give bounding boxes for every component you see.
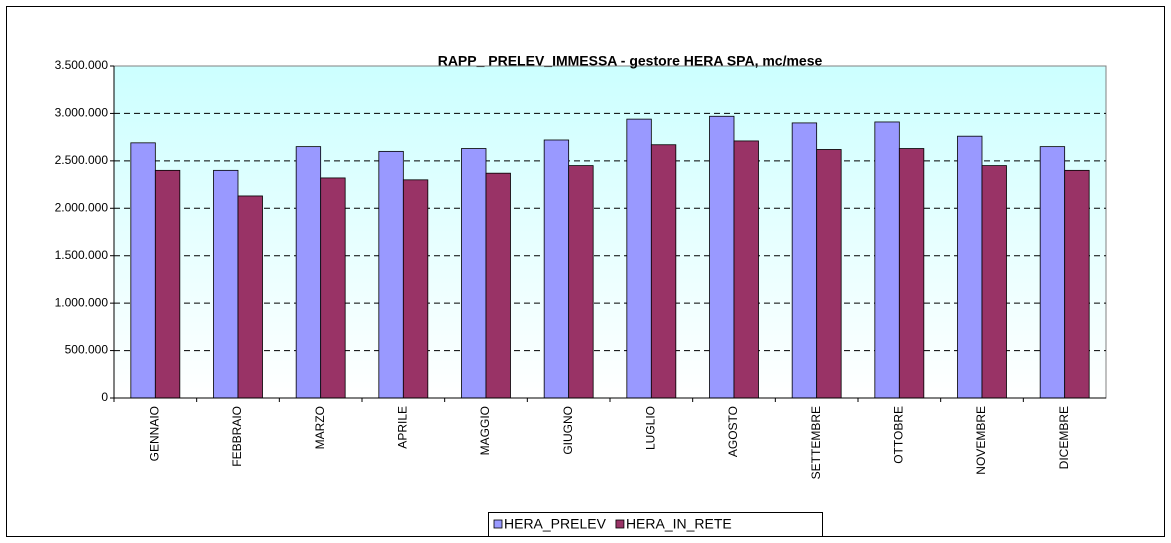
bar bbox=[461, 148, 487, 399]
bar bbox=[378, 150, 404, 399]
x-tick-label: SETTEMBRE bbox=[809, 406, 823, 479]
bar bbox=[402, 179, 429, 399]
bar bbox=[874, 121, 900, 399]
x-tick-label: FEBBRAIO bbox=[230, 406, 244, 467]
bar bbox=[898, 148, 925, 399]
bar bbox=[1039, 146, 1066, 399]
bar bbox=[650, 144, 677, 399]
bar bbox=[981, 165, 1007, 399]
bar bbox=[485, 172, 511, 399]
y-tick-label: 0 bbox=[101, 390, 108, 404]
legend-label: HERA_IN_RETE bbox=[626, 516, 732, 532]
x-tick-label: APRILE bbox=[396, 406, 410, 449]
y-tick-label: 2.000.000 bbox=[55, 200, 109, 214]
x-tick-label: OTTOBRE bbox=[892, 406, 906, 464]
bar bbox=[816, 149, 842, 399]
legend-swatch bbox=[615, 519, 625, 529]
bar bbox=[320, 177, 346, 399]
x-tick-label: NOVEMBRE bbox=[974, 406, 988, 475]
legend-label: HERA_PRELEV bbox=[504, 516, 607, 532]
y-tick-label: 2.500.000 bbox=[55, 153, 109, 167]
bar bbox=[1064, 169, 1090, 399]
x-tick-label: GENNAIO bbox=[148, 406, 162, 461]
bar bbox=[568, 165, 594, 399]
bar bbox=[295, 146, 322, 399]
chart-title: RAPP_ PRELEV_IMMESSA - gestore HERA SPA,… bbox=[438, 53, 823, 69]
bar bbox=[154, 169, 181, 399]
legend: HERA_PRELEV HERA_IN_RETE bbox=[488, 512, 823, 537]
x-tick-label: AGOSTO bbox=[726, 406, 740, 457]
bar bbox=[709, 115, 735, 399]
x-tick-label: MARZO bbox=[313, 406, 327, 449]
x-tick-label: MAGGIO bbox=[478, 406, 492, 455]
bar bbox=[791, 122, 818, 399]
y-tick-label: 1.500.000 bbox=[55, 248, 109, 262]
plot-area bbox=[113, 65, 1107, 399]
y-tick-label: 500.000 bbox=[65, 343, 109, 357]
y-tick-label: 3.500.000 bbox=[55, 58, 109, 72]
x-tick-label: GIUGNO bbox=[561, 406, 575, 455]
bar bbox=[213, 169, 239, 399]
bar bbox=[733, 140, 759, 399]
y-tick-label: 1.000.000 bbox=[55, 295, 109, 309]
bar bbox=[543, 139, 570, 399]
legend-swatch bbox=[493, 519, 503, 529]
x-tick-label: LUGLIO bbox=[644, 406, 658, 450]
bar bbox=[237, 195, 263, 399]
x-tick-label: DICEMBRE bbox=[1057, 406, 1071, 469]
y-tick-label: 3.000.000 bbox=[55, 106, 109, 120]
legend-box bbox=[488, 512, 823, 537]
bar bbox=[626, 118, 652, 399]
bar bbox=[957, 135, 983, 399]
bar bbox=[130, 142, 156, 399]
